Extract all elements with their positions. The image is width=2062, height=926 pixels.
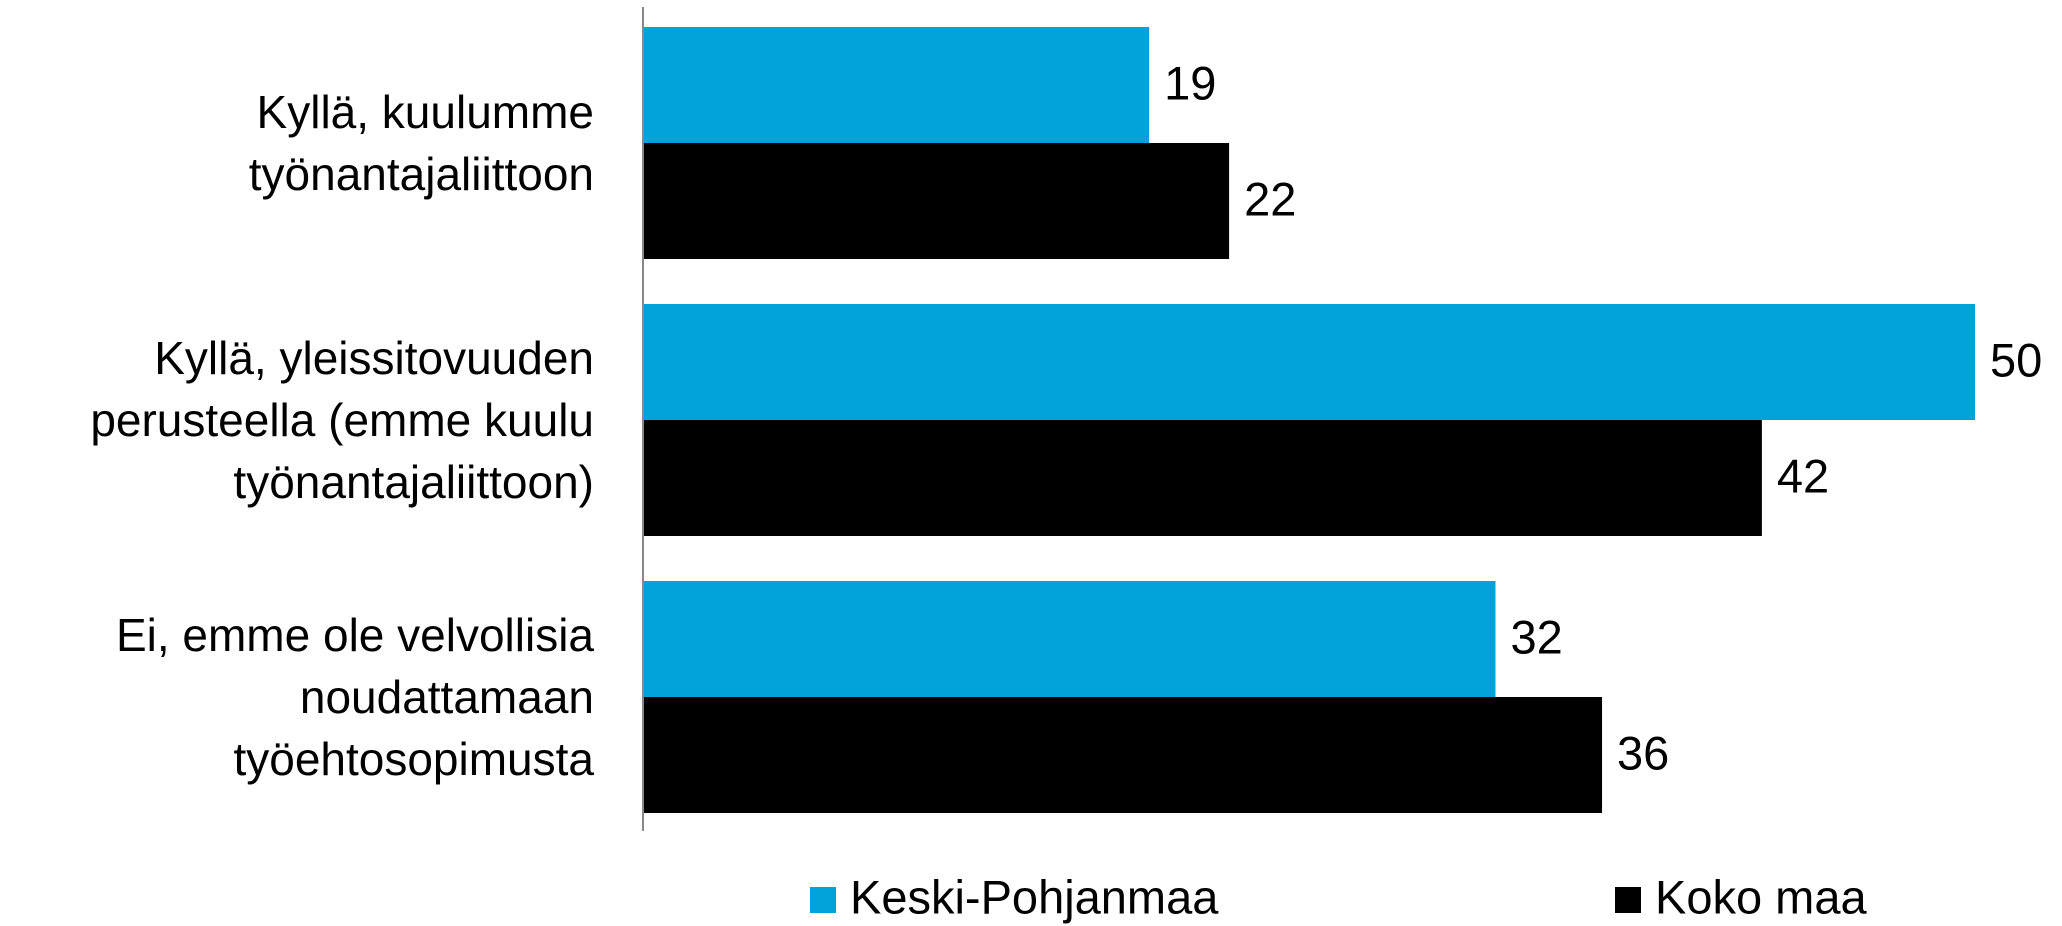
category-label: Kyllä, kuulumme työnantajaliittoon xyxy=(0,5,594,282)
category-text: Ei, emme ole velvollisia noudattamaan ty… xyxy=(115,609,594,785)
bar xyxy=(643,143,1230,259)
bar xyxy=(643,697,1603,813)
value-label: 36 xyxy=(1617,726,1669,779)
bar xyxy=(643,420,1762,536)
bar xyxy=(643,304,1975,420)
category-label: Kyllä, yleissitovuuden perusteella (emme… xyxy=(0,282,594,559)
category-label: Ei, emme ole velvollisia noudattamaan ty… xyxy=(0,559,594,836)
bar xyxy=(643,27,1150,143)
legend-swatch xyxy=(810,887,836,913)
value-label: 32 xyxy=(1510,610,1562,663)
value-label: 22 xyxy=(1244,172,1296,225)
category-text: Kyllä, kuulumme työnantajaliittoon xyxy=(248,86,594,200)
value-label: 50 xyxy=(1990,333,2042,386)
legend-swatch xyxy=(1615,887,1641,913)
legend-label: Keski-Pohjanmaa xyxy=(850,870,1219,923)
legend-label: Koko maa xyxy=(1655,870,1867,923)
value-label: 42 xyxy=(1777,449,1829,502)
bar xyxy=(643,581,1496,697)
value-label: 19 xyxy=(1164,56,1216,109)
category-text: Kyllä, yleissitovuuden perusteella (emme… xyxy=(90,332,594,508)
